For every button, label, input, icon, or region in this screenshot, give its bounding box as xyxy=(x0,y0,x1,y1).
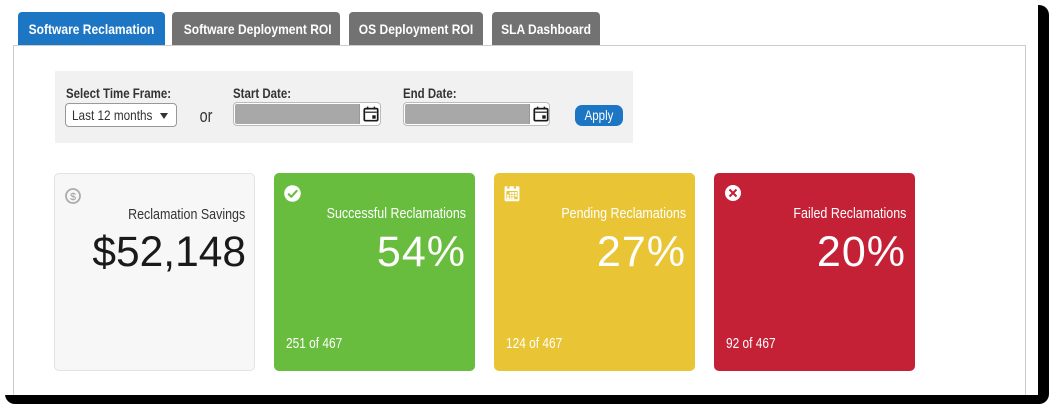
svg-text:$: $ xyxy=(70,191,76,203)
